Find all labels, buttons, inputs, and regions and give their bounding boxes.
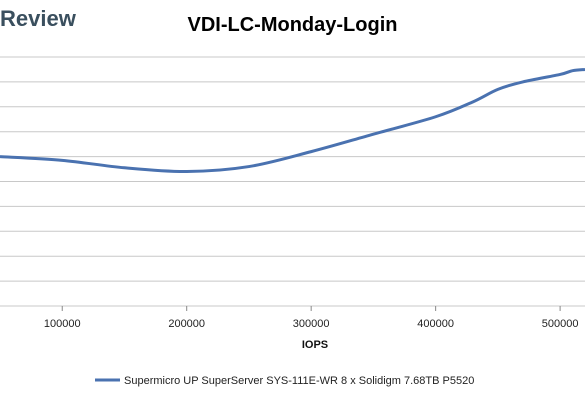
chart-title: VDI-LC-Monday-Login: [187, 14, 398, 36]
x-tick-labels: 100000 200000 300000 400000 500000: [44, 306, 579, 330]
x-tick-label: 100000: [44, 318, 81, 330]
gridlines: [0, 56, 585, 307]
brand-logo-text: Review: [0, 6, 76, 31]
series-lines: [0, 67, 585, 174]
x-axis-label: IOPS: [302, 339, 328, 351]
legend: Supermicro UP SuperServer SYS-111E-WR 8 …: [95, 375, 474, 387]
x-tick-label: 400000: [417, 318, 454, 330]
x-tick-label: 300000: [293, 318, 330, 330]
legend-label: Supermicro UP SuperServer SYS-111E-WR 8 …: [124, 375, 474, 387]
series-line: [0, 67, 585, 174]
x-tick-label: 200000: [168, 318, 205, 330]
x-tick-label: 500000: [542, 318, 579, 330]
